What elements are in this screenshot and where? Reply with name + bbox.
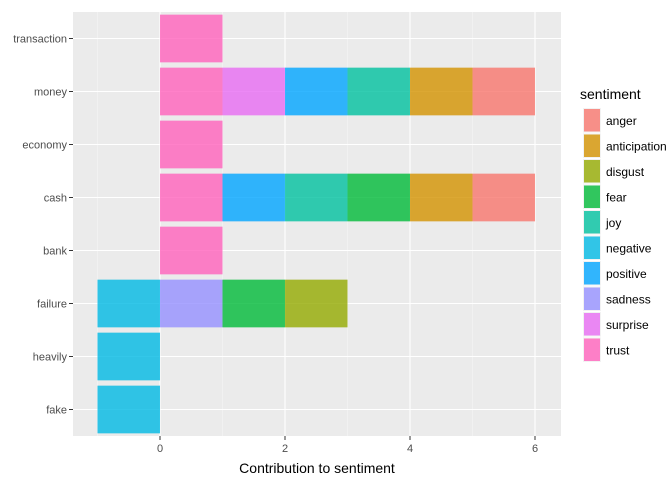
x-axis-title: Contribution to sentiment (239, 460, 395, 476)
legend-label-fear: fear (606, 190, 627, 204)
x-axis: 0 2 4 6 (157, 436, 538, 455)
x-tick-label: 4 (407, 443, 413, 455)
bar-segment-money-anger (472, 67, 535, 116)
legend-swatch-anger (584, 109, 600, 132)
y-tick-label-money: money (34, 87, 68, 99)
y-tick-label-economy: economy (22, 140, 67, 152)
bar-segment-failure-negative (97, 279, 160, 328)
legend-swatch-surprise (584, 313, 600, 336)
y-tick-label-heavily: heavily (33, 352, 68, 364)
legend-swatch-joy (584, 211, 600, 234)
bar-segment-economy-trust (160, 120, 223, 169)
legend-swatch-trust (584, 338, 600, 361)
bar-segment-transaction-trust (160, 14, 223, 63)
y-axis: transaction money economy cash bank failure he… (13, 34, 73, 417)
bar-segment-failure-fear (222, 279, 285, 328)
y-tick-label-failure: failure (37, 299, 67, 311)
bar-segment-money-trust (160, 67, 223, 116)
legend-swatch-negative (584, 236, 600, 259)
legend-label-sadness: sadness (606, 292, 651, 306)
legend-label-surprise: surprise (606, 318, 649, 332)
legend-swatch-positive (584, 262, 600, 285)
bar-segment-failure-disgust (285, 279, 348, 328)
bar-segment-cash-positive (222, 173, 285, 222)
legend: sentiment anger anticipation disgust fear jo… (580, 86, 667, 362)
bar-segment-heavily-negative (97, 332, 160, 381)
legend-label-disgust: disgust (606, 165, 645, 179)
bar-segment-money-positive (285, 67, 348, 116)
x-tick-label: 6 (532, 443, 538, 455)
y-tick-label-bank: bank (43, 246, 67, 258)
legend-swatch-fear (584, 185, 600, 208)
x-tick-label: 0 (157, 443, 163, 455)
legend-label-trust: trust (606, 343, 630, 357)
bar-segment-cash-joy (285, 173, 348, 222)
bar-segment-cash-anger (472, 173, 535, 222)
bar-segment-bank-trust (160, 226, 223, 275)
bar-segment-failure-sadness (160, 279, 223, 328)
bar-segment-cash-trust (160, 173, 223, 222)
bar-segment-money-anticipation (410, 67, 473, 116)
legend-label-anger: anger (606, 114, 637, 128)
bar-segment-cash-anticipation (410, 173, 473, 222)
bar-segments (97, 14, 535, 434)
bar-segment-cash-fear (347, 173, 410, 222)
legend-label-positive: positive (606, 267, 647, 281)
y-tick-label-transaction: transaction (13, 34, 67, 46)
y-tick-label-fake: fake (46, 405, 67, 417)
legend-label-anticipation: anticipation (606, 139, 667, 153)
bar-segment-fake-negative (97, 385, 160, 434)
y-tick-label-cash: cash (44, 193, 67, 205)
legend-label-joy: joy (605, 216, 621, 230)
legend-swatch-sadness (584, 287, 600, 310)
bar-segment-money-joy (347, 67, 410, 116)
legend-title: sentiment (580, 86, 641, 102)
legend-swatch-anticipation (584, 134, 600, 157)
bar-segment-money-surprise (222, 67, 285, 116)
legend-swatch-disgust (584, 160, 600, 183)
legend-label-negative: negative (606, 241, 652, 255)
x-tick-label: 2 (282, 443, 288, 455)
